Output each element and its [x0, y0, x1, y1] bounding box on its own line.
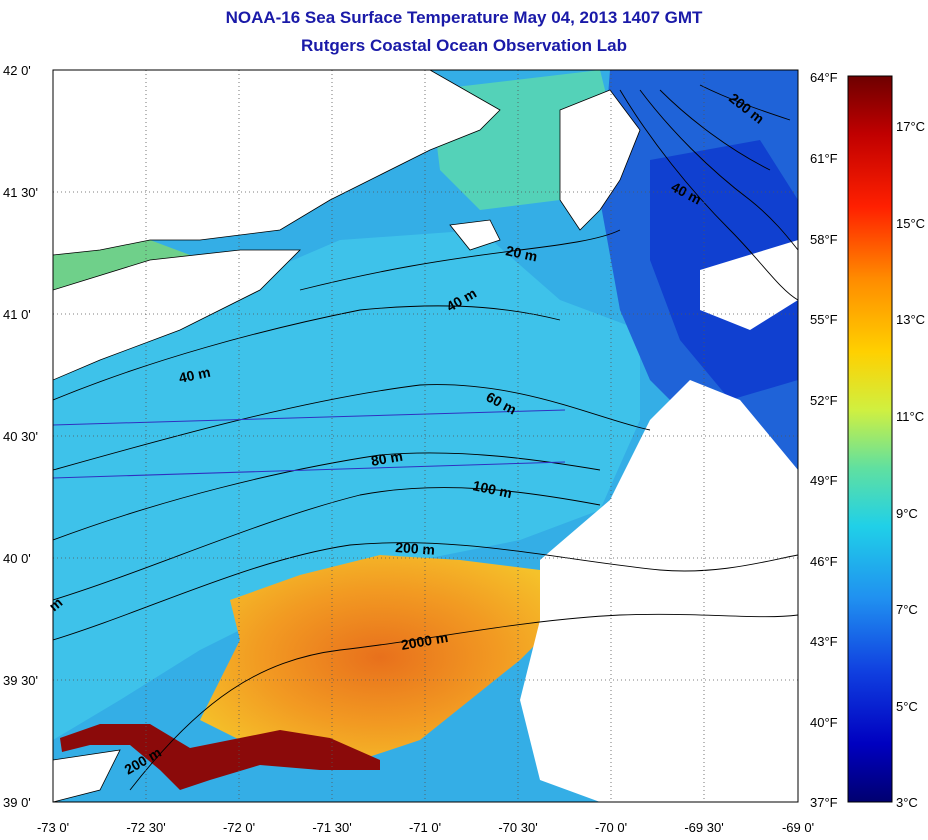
sst-shelf-water: [53, 230, 640, 740]
lon-tick-label: -71 30': [312, 820, 351, 835]
depth-label: 40 m: [177, 364, 212, 386]
lon-tick-label: -69 30': [684, 820, 723, 835]
fahrenheit-tick-label: 52°F: [810, 393, 838, 408]
graticule: [53, 70, 798, 802]
contour-60m: [53, 384, 651, 471]
celsius-tick-label: 5°C: [896, 699, 918, 714]
fahrenheit-tick-label: 37°F: [810, 795, 838, 810]
celsius-tick-label: 13°C: [896, 312, 925, 327]
fahrenheit-tick-label: 61°F: [810, 151, 838, 166]
lat-tick-label: 39 0': [3, 795, 31, 810]
map-title: NOAA-16 Sea Surface Temperature May 04, …: [225, 8, 703, 27]
cloud-mask-2: [700, 240, 798, 330]
contour-ne-4: [699, 84, 791, 121]
fahrenheit-tick-label: 40°F: [810, 715, 838, 730]
celsius-tick-label: 11°C: [896, 409, 924, 424]
map-frame: [52, 69, 799, 803]
lat-tick-label: 39 30': [3, 673, 38, 688]
fahrenheit-tick-label: 46°F: [810, 554, 838, 569]
contour-ne-3: [659, 89, 771, 171]
sst-warm-pool: [200, 555, 560, 760]
celsius-scale: 17°C 15°C 13°C 11°C 9°C 7°C 5°C 3°C: [896, 119, 925, 810]
depth-label: 80 m: [370, 448, 404, 469]
cloud-mask: [520, 380, 798, 802]
land-south: [53, 749, 121, 802]
fahrenheit-tick-label: 43°F: [810, 634, 838, 649]
lat-tick-label: 41 30': [3, 185, 38, 200]
fahrenheit-scale: 64°F 61°F 58°F 55°F 52°F 49°F 46°F 43°F …: [810, 70, 838, 810]
lon-tick-label: -70 0': [595, 820, 627, 835]
contour-ne-2: [639, 89, 798, 251]
lat-tick-label: 41 0': [3, 307, 31, 322]
contour-20m: [299, 229, 621, 291]
contour-2000m: [129, 613, 798, 791]
celsius-tick-label: 9°C: [896, 506, 918, 521]
contour-40m-a: [53, 305, 561, 401]
lon-tick-label: -69 0': [782, 820, 814, 835]
fahrenheit-tick-label: 64°F: [810, 70, 838, 85]
fahrenheit-tick-label: 49°F: [810, 473, 838, 488]
celsius-tick-label: 7°C: [896, 602, 918, 617]
celsius-tick-label: 17°C: [896, 119, 925, 134]
land-long-island: [53, 249, 301, 381]
celsius-tick-label: 15°C: [896, 216, 925, 231]
track-line-2: [53, 461, 566, 479]
track-line-1: [53, 409, 566, 426]
contour-100m: [53, 487, 601, 601]
lat-tick-label: 42 0': [3, 63, 31, 78]
celsius-tick-label: 3°C: [896, 795, 918, 810]
map-subtitle: Rutgers Coastal Ocean Observation Lab: [301, 36, 627, 55]
contour-80m: [53, 452, 601, 541]
land-new-england: [53, 70, 501, 256]
latitude-axis: 42 0' 41 30' 41 0' 40 30' 40 0' 39 30' 3…: [3, 63, 38, 810]
lat-tick-label: 40 30': [3, 429, 38, 444]
colorbar: [847, 75, 893, 803]
lon-tick-label: -71 0': [409, 820, 441, 835]
depth-label: 20 m: [504, 242, 539, 264]
depth-label: 200 m: [395, 539, 436, 558]
lon-tick-label: -72 30': [126, 820, 165, 835]
depth-contours: [53, 84, 798, 791]
fahrenheit-tick-label: 55°F: [810, 312, 838, 327]
contour-ne-1: [619, 89, 798, 301]
land-island: [449, 219, 501, 251]
longitude-axis: -73 0' -72 30' -72 0' -71 30' -71 0' -70…: [37, 820, 814, 835]
sst-hot-streak: [60, 724, 380, 790]
land-cape-cod: [559, 89, 641, 231]
contour-200m: [53, 542, 798, 641]
lon-tick-label: -70 30': [498, 820, 537, 835]
lat-tick-label: 40 0': [3, 551, 31, 566]
fahrenheit-tick-label: 58°F: [810, 232, 838, 247]
lon-tick-label: -73 0': [37, 820, 69, 835]
lon-tick-label: -72 0': [223, 820, 255, 835]
